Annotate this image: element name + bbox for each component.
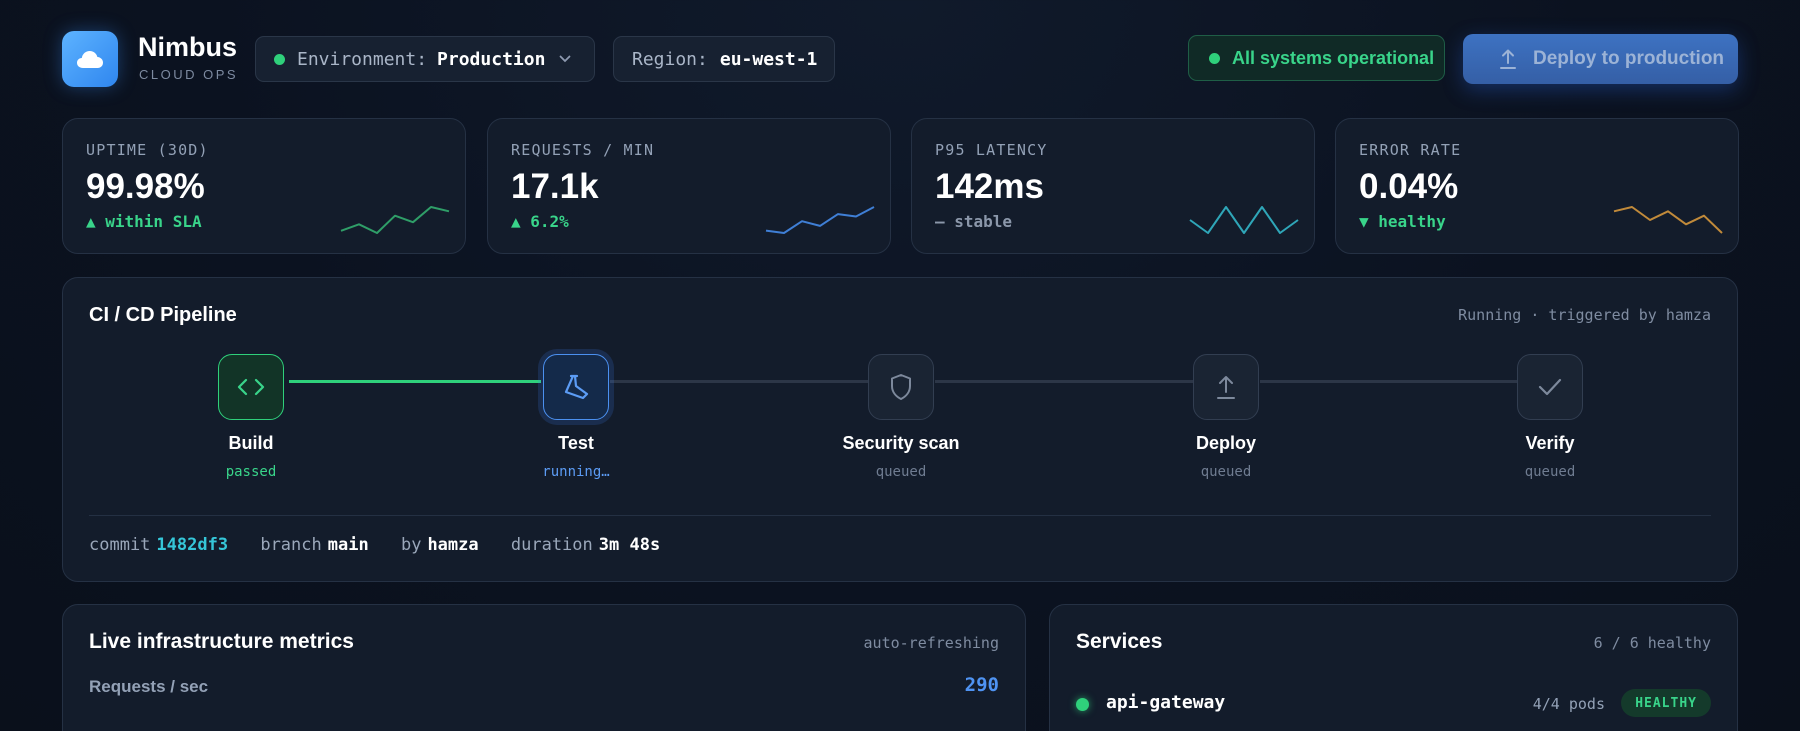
- commit-info: commit 1482df3 branch main by hamza duratio…: [89, 535, 682, 555]
- chevron-down-icon: [559, 55, 571, 63]
- sparkline: [1189, 206, 1299, 234]
- upload-icon: [1217, 376, 1235, 399]
- environment-selector[interactable]: Environment: Production: [255, 36, 595, 82]
- cloud-icon: [77, 51, 103, 68]
- stage-connector: [935, 380, 1193, 383]
- divider: [89, 515, 1711, 516]
- region-selector[interactable]: Region: eu-west-1: [613, 36, 835, 82]
- code-icon: [237, 378, 265, 396]
- stage-name: Deploy: [1195, 433, 1256, 453]
- status-dot: [1209, 52, 1220, 64]
- stat-label: REQUESTS / MIN: [511, 141, 655, 159]
- stage-state: queued: [1200, 464, 1252, 480]
- top-bar: Nimbus CLOUD OPS Environment: Production…: [62, 30, 1738, 87]
- stat-value: 0.04%: [1359, 167, 1459, 206]
- service-status-dot: [1076, 698, 1089, 711]
- sparkline-path: [1613, 206, 1723, 234]
- sparkline-path: [340, 206, 450, 234]
- stage-state: queued: [1524, 464, 1576, 480]
- stat-delta: ▼ healthy: [1359, 212, 1446, 231]
- commit-hash[interactable]: 1482df3: [156, 535, 229, 555]
- logo[interactable]: [62, 31, 118, 87]
- infra-metrics-panel: Live infrastructure metrics auto-refresh…: [62, 604, 1026, 731]
- sparkline: [765, 206, 875, 234]
- stage-security-scan[interactable]: Security scan queued: [801, 354, 1001, 480]
- service-row[interactable]: api-gateway 4/4 pods HEALTHY: [1076, 689, 1711, 717]
- pipeline-panel: CI / CD Pipeline Running · triggered by …: [62, 277, 1738, 582]
- services-summary: 6 / 6 healthy: [1593, 634, 1711, 652]
- stage-build-box: [218, 354, 284, 420]
- stage-test[interactable]: Test running…: [476, 354, 676, 480]
- environment-status-dot: [274, 53, 285, 65]
- metric-value: 290: [964, 674, 999, 696]
- stage-name: Test: [558, 433, 594, 453]
- stage-deploy-box: [1193, 354, 1259, 420]
- services-panel: Services 6 / 6 healthy api-gateway 4/4 p…: [1049, 604, 1738, 731]
- stat-delta: — stable: [935, 212, 1013, 231]
- service-name: api-gateway: [1106, 692, 1226, 713]
- deploy-button-label: Deploy to production: [1533, 48, 1725, 69]
- stat-card-requests: REQUESTS / MIN 17.1k ▲ 6.2%: [487, 118, 891, 254]
- branch-value: main: [327, 535, 369, 555]
- region-value: eu-west-1: [719, 48, 818, 70]
- stage-state: running…: [542, 464, 610, 480]
- stage-build[interactable]: Build passed: [151, 354, 351, 480]
- brand-subtitle: CLOUD OPS: [139, 67, 239, 82]
- sparkline-path: [765, 206, 875, 234]
- duration-value: 3m 48s: [598, 535, 661, 555]
- stage-connector: [289, 380, 541, 383]
- stage-deploy[interactable]: Deploy queued: [1126, 354, 1326, 480]
- stage-name: Security scan: [842, 433, 960, 453]
- branch-label: branch: [260, 535, 322, 555]
- upload-icon: [1500, 49, 1516, 69]
- stage-test-box: [543, 354, 609, 420]
- stat-label: ERROR RATE: [1359, 141, 1462, 159]
- service-health-badge: HEALTHY: [1621, 689, 1711, 717]
- stat-value: 142ms: [935, 167, 1044, 206]
- sparkline: [340, 206, 450, 234]
- commit-label: commit: [89, 535, 151, 555]
- duration-label: duration: [510, 535, 593, 555]
- environment-value: Production: [437, 48, 546, 70]
- stat-delta: ▲ within SLA: [86, 212, 202, 231]
- flask-icon: [564, 374, 589, 400]
- stat-card-uptime: UPTIME (30D) 99.98% ▲ within SLA: [62, 118, 466, 254]
- stat-label: UPTIME (30D): [86, 141, 209, 159]
- stat-card-error-rate: ERROR RATE 0.04% ▼ healthy: [1335, 118, 1739, 254]
- sparkline-path: [1189, 206, 1299, 234]
- stage-state: queued: [875, 464, 927, 480]
- stage-verify-box: [1517, 354, 1583, 420]
- stat-value: 99.98%: [86, 167, 205, 206]
- author-value: hamza: [427, 535, 479, 555]
- brand-name: Nimbus: [138, 32, 238, 62]
- stage-state: passed: [225, 464, 277, 480]
- stage-name: Verify: [1525, 433, 1575, 453]
- stat-card-latency: P95 LATENCY 142ms — stable: [911, 118, 1315, 254]
- system-status-badge: All systems operational: [1188, 35, 1445, 81]
- infra-refresh-status: auto-refreshing: [863, 634, 999, 652]
- pipeline-status: Running · triggered by hamza: [1458, 306, 1711, 324]
- pipeline-title: CI / CD Pipeline: [89, 304, 237, 326]
- region-label: Region:: [632, 48, 708, 70]
- stat-label: P95 LATENCY: [935, 141, 1048, 159]
- stage-security-box: [868, 354, 934, 420]
- stage-connector: [1260, 380, 1518, 383]
- service-pods: 4/4 pods: [1532, 695, 1605, 713]
- system-status-label: All systems operational: [1232, 47, 1435, 68]
- stage-connector: [610, 380, 868, 383]
- check-icon: [1538, 378, 1562, 396]
- shield-icon: [891, 374, 911, 400]
- services-title: Services: [1076, 630, 1163, 653]
- deploy-button[interactable]: Deploy to production: [1463, 34, 1738, 84]
- stage-name: Build: [228, 433, 274, 453]
- stage-verify[interactable]: Verify queued: [1450, 354, 1650, 480]
- author-label: by: [400, 535, 422, 555]
- infra-title: Live infrastructure metrics: [89, 630, 354, 653]
- sparkline: [1613, 206, 1723, 234]
- stat-value: 17.1k: [511, 167, 599, 206]
- stat-delta: ▲ 6.2%: [511, 212, 569, 231]
- metric-label: Requests / sec: [89, 677, 209, 696]
- environment-label: Environment:: [297, 48, 428, 70]
